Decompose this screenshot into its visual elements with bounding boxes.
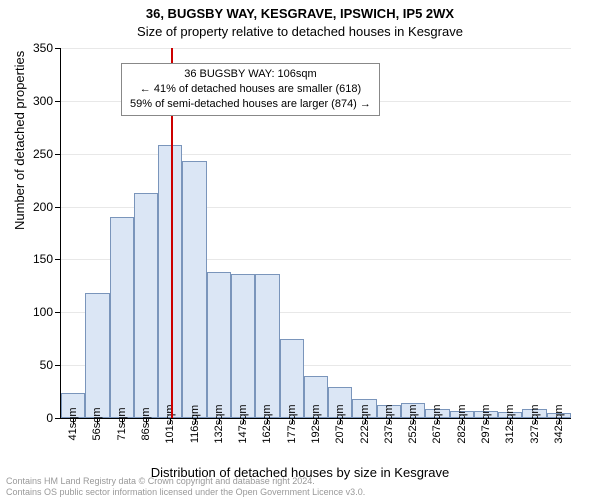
y-tick (55, 101, 61, 102)
y-tick-label: 0 (46, 411, 53, 425)
y-tick-label: 50 (40, 358, 53, 372)
x-tick-label: 162sqm (261, 404, 273, 443)
x-tick-label: 177sqm (286, 404, 298, 443)
x-tick-label: 192sqm (310, 404, 322, 443)
histogram-bar (110, 217, 134, 418)
x-tick-label: 147sqm (237, 404, 249, 443)
plot-area: 05010015020025030035041sqm56sqm71sqm86sq… (60, 48, 571, 419)
y-tick-label: 250 (33, 147, 53, 161)
y-tick (55, 207, 61, 208)
chart-title-main: 36, BUGSBY WAY, KESGRAVE, IPSWICH, IP5 2… (0, 6, 600, 21)
footer-line-1: Contains HM Land Registry data © Crown c… (6, 476, 315, 486)
grid-line (61, 48, 571, 49)
x-tick-label: 86sqm (140, 407, 152, 440)
x-tick-label: 312sqm (504, 404, 516, 443)
y-tick-label: 300 (33, 94, 53, 108)
x-tick-label: 132sqm (213, 404, 225, 443)
x-tick-label: 222sqm (359, 404, 371, 443)
annotation-line-3: 59% of semi-detached houses are larger (… (130, 97, 371, 112)
histogram-bar (231, 274, 255, 418)
y-tick (55, 154, 61, 155)
histogram-bar (134, 193, 158, 418)
x-tick-label: 71sqm (116, 407, 128, 440)
x-tick-label: 41sqm (67, 407, 79, 440)
y-tick (55, 365, 61, 366)
x-tick-label: 327sqm (529, 404, 541, 443)
x-tick-label: 116sqm (189, 405, 201, 443)
grid-line (61, 154, 571, 155)
y-tick (55, 312, 61, 313)
x-tick-label: 56sqm (91, 407, 103, 440)
x-tick-label: 207sqm (334, 404, 346, 443)
x-tick-label: 342sqm (553, 404, 565, 443)
y-axis-title: Number of detached properties (12, 51, 27, 230)
y-tick-label: 150 (33, 252, 53, 266)
histogram-bar (207, 272, 231, 418)
x-tick-label: 297sqm (480, 404, 492, 443)
annotation-line-1: 36 BUGSBY WAY: 106sqm (130, 67, 371, 82)
annotation-box: 36 BUGSBY WAY: 106sqm ← 41% of detached … (121, 63, 380, 116)
y-tick (55, 48, 61, 49)
annotation-line-2: ← 41% of detached houses are smaller (61… (130, 82, 371, 97)
x-tick-label: 282sqm (456, 404, 468, 443)
y-tick (55, 418, 61, 419)
x-tick-label: 252sqm (407, 404, 419, 443)
y-tick-label: 350 (33, 41, 53, 55)
chart-container: 36, BUGSBY WAY, KESGRAVE, IPSWICH, IP5 2… (0, 0, 600, 500)
histogram-bar (182, 161, 206, 418)
y-tick-label: 200 (33, 200, 53, 214)
y-tick-label: 100 (33, 305, 53, 319)
x-tick-label: 267sqm (431, 404, 443, 443)
footer-attribution: Contains HM Land Registry data © Crown c… (6, 476, 365, 498)
y-tick (55, 259, 61, 260)
chart-title-sub: Size of property relative to detached ho… (0, 24, 600, 39)
histogram-bar (85, 293, 109, 418)
histogram-bar (255, 274, 279, 418)
x-tick-label: 237sqm (383, 404, 395, 443)
footer-line-2: Contains OS public sector information li… (6, 487, 365, 497)
